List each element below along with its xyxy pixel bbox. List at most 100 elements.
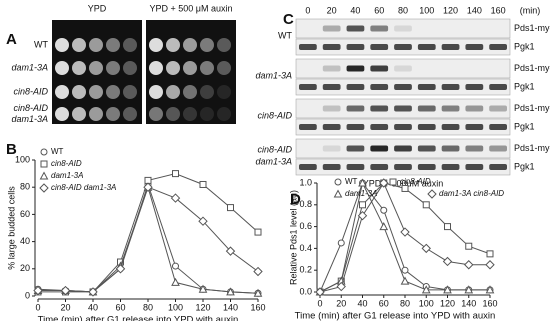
spot xyxy=(200,61,214,75)
row-label: cin8-AID xyxy=(13,103,48,113)
band xyxy=(441,105,460,112)
y-tick-label: 1.0 xyxy=(299,177,312,187)
spot xyxy=(200,85,214,99)
row-label: dam1-3A xyxy=(255,70,292,80)
marker xyxy=(254,228,262,236)
spot xyxy=(72,38,86,52)
spot xyxy=(55,61,69,75)
band xyxy=(370,65,389,72)
panel-label: D xyxy=(290,191,301,208)
spot xyxy=(183,107,197,121)
band xyxy=(346,145,365,152)
band xyxy=(370,164,389,170)
marker xyxy=(401,266,409,274)
legend-marker xyxy=(427,189,437,199)
band xyxy=(394,105,412,112)
band xyxy=(299,44,317,50)
spot xyxy=(217,85,231,99)
band xyxy=(322,164,341,170)
y-tick-label: 0.2 xyxy=(299,265,312,275)
band xyxy=(322,124,341,130)
y-tick-label: 0.4 xyxy=(299,243,312,253)
spot xyxy=(149,38,163,52)
spot xyxy=(72,61,86,75)
y-tick-label: 0 xyxy=(25,290,30,300)
spot xyxy=(200,38,214,52)
band-label: Pgk1 xyxy=(514,121,535,131)
band xyxy=(394,164,412,170)
time-label: 120 xyxy=(443,5,458,15)
band xyxy=(417,84,436,90)
band xyxy=(417,44,436,50)
band xyxy=(441,145,460,152)
legend-marker xyxy=(40,148,48,156)
panel-label: A xyxy=(6,31,17,48)
spot xyxy=(166,38,180,52)
panel-label: B xyxy=(6,141,17,158)
x-tick-label: 120 xyxy=(195,302,210,312)
band xyxy=(346,164,365,170)
band xyxy=(441,164,460,170)
marker xyxy=(33,285,43,296)
legend-label: cin8-AID xyxy=(400,177,431,186)
x-tick-label: 120 xyxy=(440,298,455,308)
band xyxy=(299,124,317,130)
legend-label: dam1-3A cin8-AID xyxy=(439,189,504,198)
band-label: Pds1-myc xyxy=(514,23,550,33)
y-axis-label: Relative Pds1 level (au) xyxy=(288,190,298,285)
spot xyxy=(123,38,137,52)
time-label: 0 xyxy=(305,5,310,15)
y-tick-label: 0.6 xyxy=(299,221,312,231)
legend-marker xyxy=(39,183,49,193)
marker xyxy=(225,246,236,256)
band xyxy=(465,124,484,130)
legend-label: dam1-3A xyxy=(345,189,377,198)
x-tick-label: 140 xyxy=(461,298,476,308)
row-label: WT xyxy=(34,39,48,49)
x-tick-label: 40 xyxy=(88,302,98,312)
legend-marker xyxy=(39,171,49,180)
time-unit: (min) xyxy=(520,5,541,15)
x-tick-label: 100 xyxy=(168,302,183,312)
blot-footer: YPD + 500μM auxin xyxy=(363,178,443,188)
spot xyxy=(123,107,137,121)
spot xyxy=(89,38,103,52)
legend-label: WT xyxy=(345,177,358,186)
spot xyxy=(217,107,231,121)
band xyxy=(346,65,365,72)
marker xyxy=(464,285,474,294)
marker xyxy=(357,210,368,221)
spot xyxy=(149,85,163,99)
band xyxy=(417,145,436,152)
spot xyxy=(55,107,69,121)
spot xyxy=(106,107,120,121)
legend-marker xyxy=(333,189,343,198)
band-label: Pds1-myc xyxy=(514,63,550,73)
y-tick-label: 80 xyxy=(20,182,30,192)
band xyxy=(370,145,389,152)
spot xyxy=(149,61,163,75)
marker xyxy=(379,178,389,188)
spot xyxy=(106,61,120,75)
band xyxy=(489,124,507,130)
band xyxy=(489,44,507,50)
marker xyxy=(444,223,451,231)
marker xyxy=(465,242,473,250)
row-label: WT xyxy=(278,30,292,40)
band xyxy=(322,65,341,72)
row-label: cin8-AID xyxy=(257,110,292,120)
time-label: 80 xyxy=(398,5,408,15)
spot xyxy=(166,107,180,121)
time-label: 40 xyxy=(350,5,360,15)
band xyxy=(322,105,341,112)
spot xyxy=(123,85,137,99)
marker xyxy=(170,193,181,203)
band-label: Pds1-myc xyxy=(514,143,550,153)
series-line xyxy=(319,181,490,293)
marker xyxy=(198,216,208,226)
band xyxy=(322,25,341,32)
marker xyxy=(226,287,235,296)
marker xyxy=(253,288,263,297)
band xyxy=(346,44,365,50)
marker xyxy=(115,264,126,274)
